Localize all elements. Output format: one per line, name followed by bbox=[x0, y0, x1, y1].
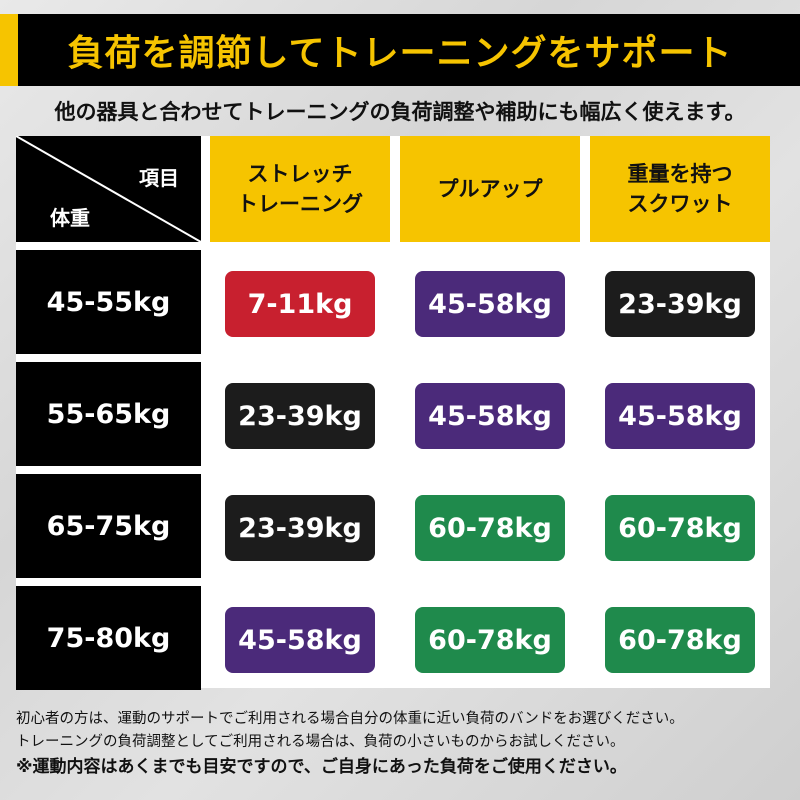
notes: 初心者の方は、運動のサポートでご利用される場合自分の体重に近い負荷のバンドをお選… bbox=[16, 708, 786, 780]
load-table: 項目 体重 ストレッチ トレーニング プルアップ 重量を持つ スクワット 45-55kg 7… bbox=[16, 136, 770, 690]
load-value-badge: 7-11kg bbox=[225, 271, 375, 337]
table-corner-cell: 項目 体重 bbox=[16, 136, 201, 242]
page-title: 負荷を調節してトレーニングをサポート bbox=[67, 33, 733, 74]
corner-diagonal bbox=[16, 136, 201, 242]
load-value-badge: 60-78kg bbox=[415, 607, 565, 673]
row-weight-label: 75-80kg bbox=[16, 586, 201, 690]
row-weight-label: 45-55kg bbox=[16, 250, 201, 354]
corner-label-item: 項目 bbox=[139, 166, 179, 190]
load-value-badge: 23-39kg bbox=[225, 495, 375, 561]
note-line-emphasis: ※運動内容はあくまでも目安ですので、ご自身にあった負荷をご使用ください。 bbox=[16, 757, 627, 777]
corner-label-weight: 体重 bbox=[50, 206, 90, 230]
title-banner: 負荷を調節してトレーニングをサポート bbox=[0, 14, 800, 86]
load-value-badge: 60-78kg bbox=[605, 607, 755, 673]
load-value-badge: 23-39kg bbox=[225, 383, 375, 449]
load-value-badge: 60-78kg bbox=[415, 495, 565, 561]
load-value-badge: 45-58kg bbox=[415, 271, 565, 337]
load-value-badge: 45-58kg bbox=[415, 383, 565, 449]
column-header: ストレッチ トレーニング bbox=[210, 136, 390, 242]
load-value-badge: 23-39kg bbox=[605, 271, 755, 337]
load-value-badge: 45-58kg bbox=[605, 383, 755, 449]
row-weight-label: 55-65kg bbox=[16, 362, 201, 466]
note-line: 初心者の方は、運動のサポートでご利用される場合自分の体重に近い負荷のバンドをお選… bbox=[16, 711, 684, 727]
column-header: プルアップ bbox=[400, 136, 580, 242]
note-line: トレーニングの負荷調整としてご利用される場合は、負荷の小さいものからお試しくださ… bbox=[16, 734, 625, 750]
column-header: 重量を持つ スクワット bbox=[590, 136, 770, 242]
row-weight-label: 65-75kg bbox=[16, 474, 201, 578]
load-value-badge: 60-78kg bbox=[605, 495, 755, 561]
banner-accent bbox=[0, 14, 18, 86]
load-value-badge: 45-58kg bbox=[225, 607, 375, 673]
subtitle: 他の器具と合わせてトレーニングの負荷調整や補助にも幅広く使えます。 bbox=[54, 100, 746, 124]
